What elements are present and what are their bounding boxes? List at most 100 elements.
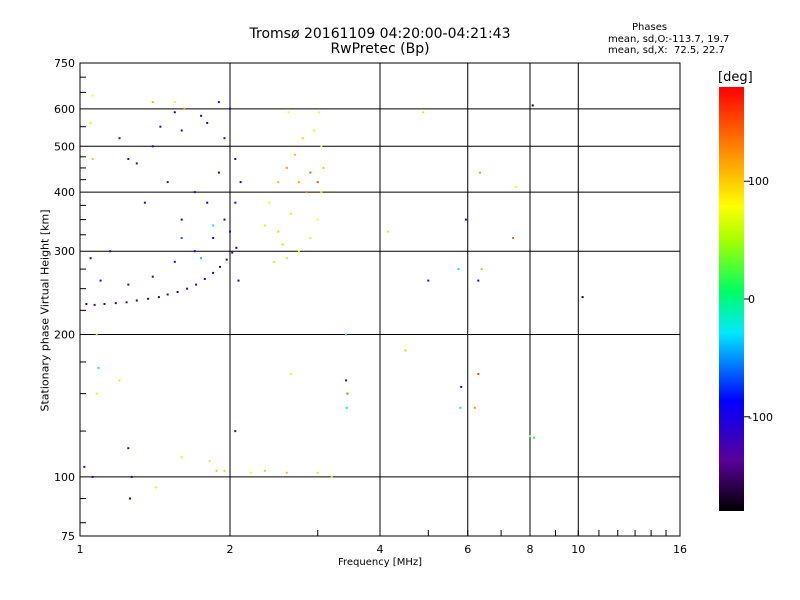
data-point bbox=[473, 406, 476, 409]
data-point bbox=[173, 111, 176, 114]
data-point bbox=[212, 224, 215, 227]
data-point bbox=[200, 114, 203, 117]
colorbar-tick-label: -100 bbox=[748, 411, 773, 424]
data-point bbox=[533, 436, 535, 439]
data-point bbox=[404, 349, 407, 352]
data-point bbox=[287, 111, 290, 114]
data-point bbox=[322, 166, 325, 169]
data-point bbox=[173, 260, 176, 263]
data-point bbox=[186, 287, 189, 290]
x-axis-label: Frequency [MHz] bbox=[337, 557, 423, 568]
data-point bbox=[234, 430, 237, 433]
data-point bbox=[95, 392, 98, 395]
data-point bbox=[293, 153, 296, 156]
data-point bbox=[346, 392, 349, 395]
data-point bbox=[263, 469, 266, 472]
phase-stats-header: Phases bbox=[632, 22, 668, 33]
data-point bbox=[460, 385, 463, 388]
data-point bbox=[206, 201, 209, 204]
data-point bbox=[297, 181, 300, 184]
data-point bbox=[217, 101, 220, 104]
x-axis: 1 2 4 6 8 10 16 bbox=[77, 530, 687, 556]
y-tick-label: 600 bbox=[54, 103, 75, 116]
data-point bbox=[166, 293, 169, 296]
y-tick-label: 100 bbox=[54, 471, 75, 484]
data-point bbox=[91, 158, 94, 160]
data-point bbox=[151, 101, 154, 104]
data-point bbox=[183, 107, 186, 110]
data-point bbox=[229, 230, 231, 233]
data-point bbox=[103, 303, 106, 305]
data-point bbox=[318, 111, 321, 114]
data-point bbox=[422, 111, 424, 114]
data-point bbox=[223, 469, 226, 472]
data-point bbox=[203, 278, 206, 280]
data-point bbox=[289, 373, 292, 375]
data-point bbox=[118, 379, 121, 382]
data-point bbox=[320, 191, 323, 194]
data-point bbox=[223, 137, 226, 140]
colorbar-tick-label: 0 bbox=[748, 293, 755, 306]
data-point bbox=[313, 129, 316, 132]
data-point bbox=[316, 471, 319, 474]
data-point bbox=[309, 171, 312, 174]
data-point bbox=[151, 145, 154, 148]
data-point bbox=[151, 275, 154, 278]
colorbar bbox=[719, 87, 744, 511]
data-point bbox=[512, 237, 515, 239]
data-point bbox=[515, 186, 517, 189]
x-tick-label: 4 bbox=[377, 543, 384, 556]
data-point bbox=[129, 497, 131, 500]
data-point bbox=[135, 162, 138, 165]
y-tick-label: 75 bbox=[61, 530, 75, 543]
data-point bbox=[529, 435, 531, 438]
data-point bbox=[85, 303, 88, 305]
data-point bbox=[118, 137, 121, 140]
chart-subtitle: RwPretec (Bp) bbox=[330, 41, 430, 57]
data-point bbox=[91, 475, 94, 478]
data-point bbox=[234, 158, 237, 160]
colorbar-unit-label: [deg] bbox=[718, 70, 753, 85]
phase-stats-x: mean, sd,X: 72.5, 22.7 bbox=[608, 45, 725, 56]
data-point bbox=[231, 251, 234, 254]
data-point bbox=[457, 268, 460, 271]
data-point bbox=[176, 291, 179, 293]
data-point bbox=[173, 101, 176, 104]
data-point bbox=[345, 406, 348, 409]
data-point bbox=[127, 158, 130, 160]
data-point bbox=[480, 268, 483, 271]
data-point bbox=[345, 333, 348, 336]
data-point bbox=[345, 379, 348, 382]
data-point bbox=[531, 104, 534, 107]
data-point bbox=[263, 224, 266, 227]
data-point bbox=[281, 243, 284, 246]
colorbar-tick-label: 100 bbox=[748, 175, 769, 188]
data-point bbox=[479, 171, 481, 174]
data-point bbox=[219, 265, 221, 268]
data-point bbox=[159, 125, 162, 128]
data-point bbox=[285, 257, 288, 260]
colorbar-ticks: 100 0 -100 bbox=[744, 175, 773, 424]
data-point bbox=[91, 94, 94, 97]
x-tick-label: 2 bbox=[227, 543, 234, 556]
x-tick-label: 10 bbox=[571, 543, 585, 556]
data-point bbox=[193, 191, 196, 194]
data-point bbox=[464, 218, 467, 221]
data-point bbox=[89, 122, 92, 124]
data-point bbox=[212, 237, 215, 239]
grid-lines bbox=[80, 63, 680, 536]
phase-stats-o: mean, sd,O:-113.7, 19.7 bbox=[608, 34, 730, 45]
data-point bbox=[277, 181, 280, 184]
data-point bbox=[193, 250, 196, 253]
x-tick-label: 6 bbox=[464, 543, 471, 556]
data-point bbox=[135, 299, 138, 302]
data-point bbox=[268, 201, 271, 204]
data-point bbox=[285, 471, 288, 474]
y-tick-label: 500 bbox=[54, 140, 75, 153]
data-point bbox=[195, 283, 198, 286]
data-point bbox=[99, 279, 102, 282]
data-point bbox=[459, 406, 462, 409]
x-tick-label: 16 bbox=[673, 543, 687, 556]
data-point bbox=[249, 471, 252, 474]
